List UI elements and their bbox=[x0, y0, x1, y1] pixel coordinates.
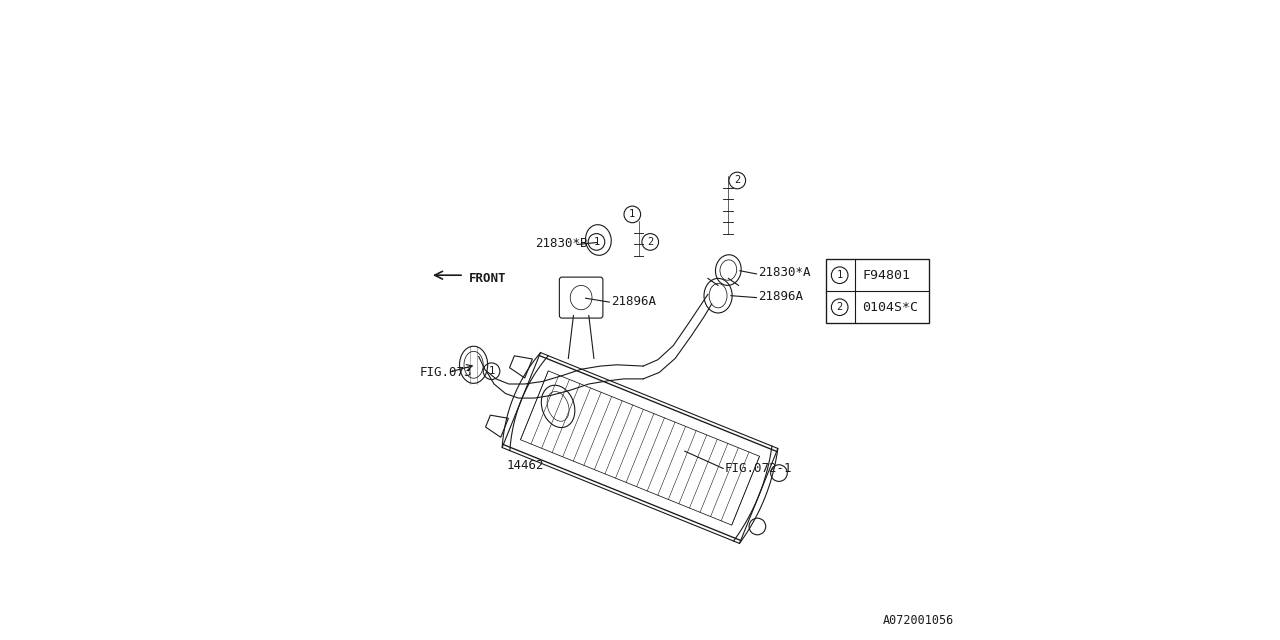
Text: F94801: F94801 bbox=[863, 269, 910, 282]
Text: FIG.073: FIG.073 bbox=[420, 365, 472, 379]
Text: 2: 2 bbox=[648, 237, 653, 247]
Text: 21830*A: 21830*A bbox=[758, 266, 810, 280]
Text: 21896A: 21896A bbox=[758, 290, 803, 303]
Text: 1: 1 bbox=[837, 270, 842, 280]
Text: 2: 2 bbox=[735, 175, 740, 186]
Text: 1: 1 bbox=[594, 237, 599, 247]
Text: FIG.072-1: FIG.072-1 bbox=[724, 462, 792, 476]
Text: 21896A: 21896A bbox=[612, 294, 657, 308]
Text: 1: 1 bbox=[630, 209, 635, 220]
Text: A072001056: A072001056 bbox=[882, 614, 954, 627]
Text: 2: 2 bbox=[837, 302, 842, 312]
Text: FRONT: FRONT bbox=[468, 272, 506, 285]
Text: 21830*B: 21830*B bbox=[535, 237, 588, 250]
Text: 1: 1 bbox=[489, 366, 494, 376]
Text: 14462: 14462 bbox=[507, 459, 544, 472]
Text: 0104S*C: 0104S*C bbox=[863, 301, 918, 314]
